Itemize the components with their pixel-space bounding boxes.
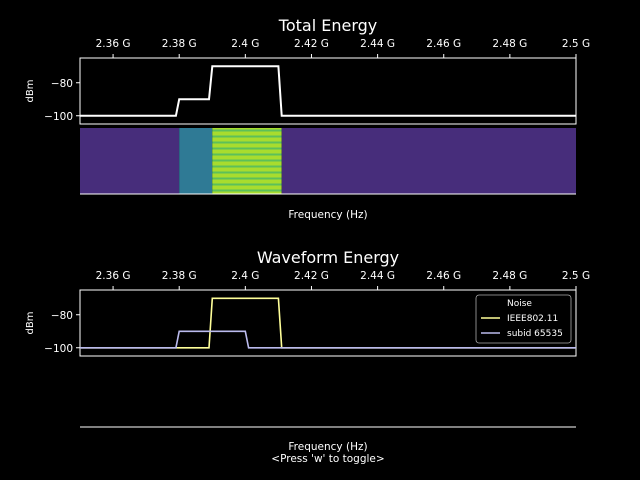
x-tick-label: 2.42 G (294, 270, 329, 282)
waveform-energy-chart: Waveform Energy dBm 2.36 G 2.38 G 2.4 G 2.4… (25, 248, 590, 357)
x-ticks: 2.36 G 2.38 G 2.4 G 2.42 G 2.44 G 2.46 G 2.48 … (96, 38, 590, 58)
plot-frame (79, 289, 577, 357)
x-tick-label: 2.44 G (360, 270, 395, 282)
x-tick-label: 2.5 G (562, 270, 590, 282)
x-tick-label: 2.46 G (426, 270, 461, 282)
x-ticks: 2.36 G 2.38 G 2.4 G 2.42 G 2.44 G 2.46 G 2.48 … (96, 270, 590, 290)
y-tick-label: −100 (44, 343, 73, 355)
x-tick-label: 2.44 G (360, 38, 395, 50)
series-line-2 (80, 330, 576, 349)
spectrogram-band-low (80, 128, 180, 194)
legend: Noise IEEE802.11 subid 65535 (475, 294, 572, 344)
x-tick-label: 2.42 G (294, 38, 329, 50)
y-ticks: −80 −100 (44, 78, 80, 123)
x-tick-label: 2.38 G (162, 270, 197, 282)
spectrogram: Frequency (Hz) (80, 128, 576, 221)
x-tick-label: 2.38 G (162, 38, 197, 50)
plot-frame (79, 57, 577, 125)
legend-label: IEEE802.11 (507, 314, 558, 324)
y-tick-label: −80 (51, 78, 73, 90)
chart-title: Waveform Energy (257, 248, 399, 267)
x-tick-label: 2.36 G (96, 38, 131, 50)
y-tick-label: −80 (51, 310, 73, 322)
x-tick-label: 2.4 G (231, 38, 259, 50)
x-tick-label: 2.5 G (562, 38, 590, 50)
x-tick-label: 2.46 G (426, 38, 461, 50)
x-tick-label: 2.48 G (492, 38, 527, 50)
spectrogram-band-high (212, 128, 282, 194)
y-ticks: −80 −100 (44, 310, 80, 355)
y-tick-label: −100 (44, 111, 73, 123)
toggle-hint: <Press 'w' to toggle> (271, 453, 384, 465)
x-axis-label: Frequency (Hz) (288, 441, 367, 453)
x-tick-label: 2.4 G (231, 270, 259, 282)
y-axis-label: dBm (25, 80, 36, 103)
legend-label: Noise (507, 299, 532, 309)
legend-box (475, 294, 572, 344)
legend-label: subid 65535 (507, 329, 563, 339)
x-tick-label: 2.36 G (96, 270, 131, 282)
spectrogram-band-mid (179, 128, 213, 194)
total-energy-line (80, 65, 576, 117)
spectrogram-band-low (281, 128, 576, 194)
total-energy-chart: Total Energy dBm 2.36 G 2.38 G 2.4 G 2.42 G… (25, 16, 590, 125)
x-tick-label: 2.48 G (492, 270, 527, 282)
x-axis-label: Frequency (Hz) (288, 209, 367, 221)
chart-title: Total Energy (278, 16, 377, 35)
y-axis-label: dBm (25, 312, 36, 335)
